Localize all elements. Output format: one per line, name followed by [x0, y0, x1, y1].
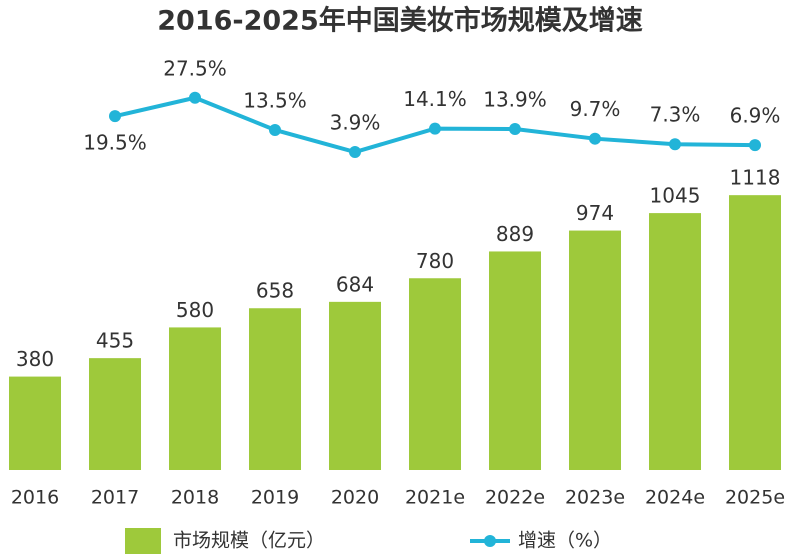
x-tick-label: 2025e	[725, 487, 785, 509]
x-tick-label: 2023e	[565, 487, 625, 509]
line-marker	[669, 138, 681, 151]
x-tick-label: 2024e	[645, 487, 705, 509]
line-value-label: 3.9%	[330, 111, 381, 135]
bar-value-label: 780	[416, 249, 454, 273]
bar-value-label: 380	[16, 347, 54, 371]
line-marker	[349, 146, 361, 159]
line-marker	[189, 91, 201, 104]
x-tick-label: 2022e	[485, 487, 545, 509]
legend-swatch-marker	[484, 535, 496, 547]
bar-value-label: 1045	[650, 184, 701, 208]
line-value-label: 13.5%	[243, 88, 307, 112]
line-value-label: 7.3%	[650, 103, 701, 127]
line-value-label: 9.7%	[570, 97, 621, 121]
bar-value-label: 1118	[730, 166, 781, 190]
bar	[649, 213, 701, 470]
bar-value-label: 580	[176, 298, 214, 322]
line-value-label: 6.9%	[730, 104, 781, 128]
x-tick-label: 2021e	[405, 487, 465, 509]
line-marker	[749, 139, 761, 152]
x-tick-label: 2020	[331, 487, 379, 509]
bar-value-label: 889	[496, 222, 534, 246]
bar	[489, 251, 541, 470]
bar	[9, 376, 61, 470]
bar	[169, 327, 221, 470]
line-value-label: 19.5%	[83, 131, 147, 155]
line-value-label: 13.9%	[483, 88, 547, 112]
bar	[89, 358, 141, 470]
line-marker	[589, 132, 601, 145]
bar	[729, 195, 781, 471]
bar	[249, 308, 301, 470]
x-tick-label: 2017	[91, 487, 139, 509]
line-value-label: 27.5%	[163, 56, 227, 80]
x-tick-label: 2016	[11, 487, 59, 509]
x-tick-label: 2018	[171, 487, 219, 509]
bar-value-label: 658	[256, 279, 294, 303]
bar	[329, 301, 381, 470]
bar	[409, 278, 461, 470]
line-marker	[269, 123, 281, 136]
x-tick-label: 2019	[251, 487, 299, 509]
bar-value-label: 455	[96, 329, 134, 353]
bar-value-label: 684	[336, 272, 374, 296]
chart-title: 2016-2025年中国美妆市场规模及增速	[157, 5, 643, 37]
line-marker	[429, 122, 441, 135]
line-marker	[509, 123, 521, 136]
line-value-label: 14.1%	[403, 87, 467, 111]
bar-value-label: 974	[576, 201, 614, 225]
legend-label: 增速（%）	[518, 530, 612, 552]
bar	[569, 230, 621, 470]
line-marker	[109, 110, 121, 123]
legend-swatch	[125, 528, 161, 554]
legend-label: 市场规模（亿元）	[173, 530, 325, 552]
